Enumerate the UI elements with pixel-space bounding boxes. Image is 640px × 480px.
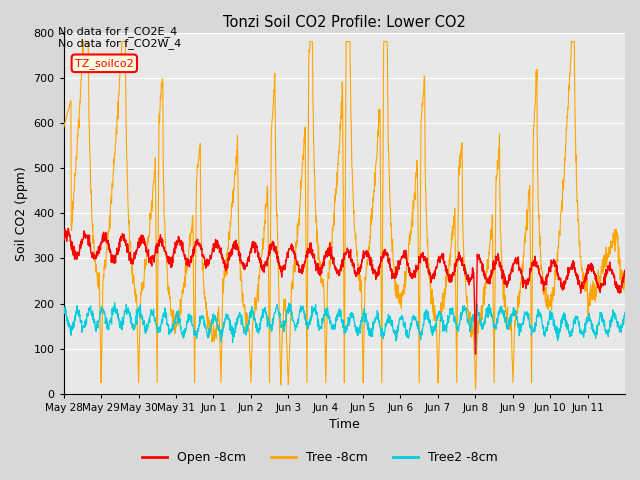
- Text: No data for f_CO2W_4: No data for f_CO2W_4: [58, 38, 181, 49]
- Text: No data for f_CO2E_4: No data for f_CO2E_4: [58, 26, 177, 37]
- X-axis label: Time: Time: [329, 419, 360, 432]
- Y-axis label: Soil CO2 (ppm): Soil CO2 (ppm): [15, 166, 28, 261]
- Title: Tonzi Soil CO2 Profile: Lower CO2: Tonzi Soil CO2 Profile: Lower CO2: [223, 15, 466, 30]
- Legend: Open -8cm, Tree -8cm, Tree2 -8cm: Open -8cm, Tree -8cm, Tree2 -8cm: [137, 446, 503, 469]
- Text: TZ_soilco2: TZ_soilco2: [75, 58, 134, 69]
